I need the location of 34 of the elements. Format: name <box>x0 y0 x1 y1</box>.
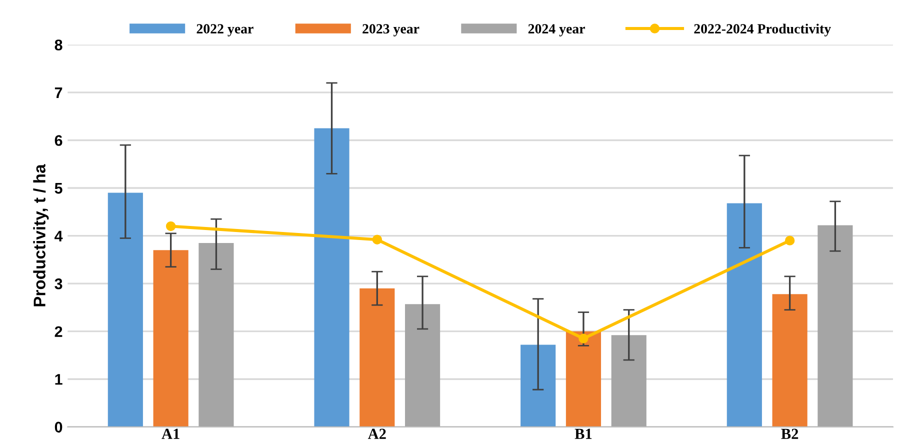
bar <box>198 242 234 427</box>
legend-label: 2022-2024 Productivity <box>694 24 831 36</box>
bar <box>108 192 143 427</box>
y-tick-label: 5 <box>54 183 62 194</box>
legend-label: 2022 year <box>196 24 254 36</box>
x-tick-label: A1 <box>162 428 180 439</box>
x-tick-label: B2 <box>781 428 798 439</box>
y-tick-label: 7 <box>54 88 62 98</box>
bar <box>314 128 350 427</box>
bar <box>153 250 188 427</box>
y-tick-label: 1 <box>55 374 62 385</box>
y-tick-label: 4 <box>54 230 63 242</box>
bar <box>772 294 808 427</box>
bar <box>360 288 395 427</box>
y-tick-label: 8 <box>54 40 62 50</box>
point <box>578 334 588 344</box>
x-tick-label: B1 <box>574 428 592 439</box>
y-axis-title: Productivity, t / ha <box>33 164 49 306</box>
bar <box>405 304 440 427</box>
y-tick-label: 2 <box>54 326 62 337</box>
y-tick-label: 0 <box>54 422 62 433</box>
y-tick-label: 6 <box>54 135 62 146</box>
bar <box>818 225 853 427</box>
point <box>372 234 382 244</box>
bar <box>566 331 602 427</box>
bar <box>520 344 556 427</box>
bar <box>726 203 762 427</box>
legend-label: 2023 year <box>362 24 420 36</box>
legend-label: 2024 year <box>528 24 585 36</box>
point <box>166 221 176 232</box>
y-tick-label: 3 <box>54 278 62 290</box>
x-tick-label: A2 <box>368 428 386 439</box>
point <box>784 236 795 246</box>
bar <box>611 335 646 427</box>
